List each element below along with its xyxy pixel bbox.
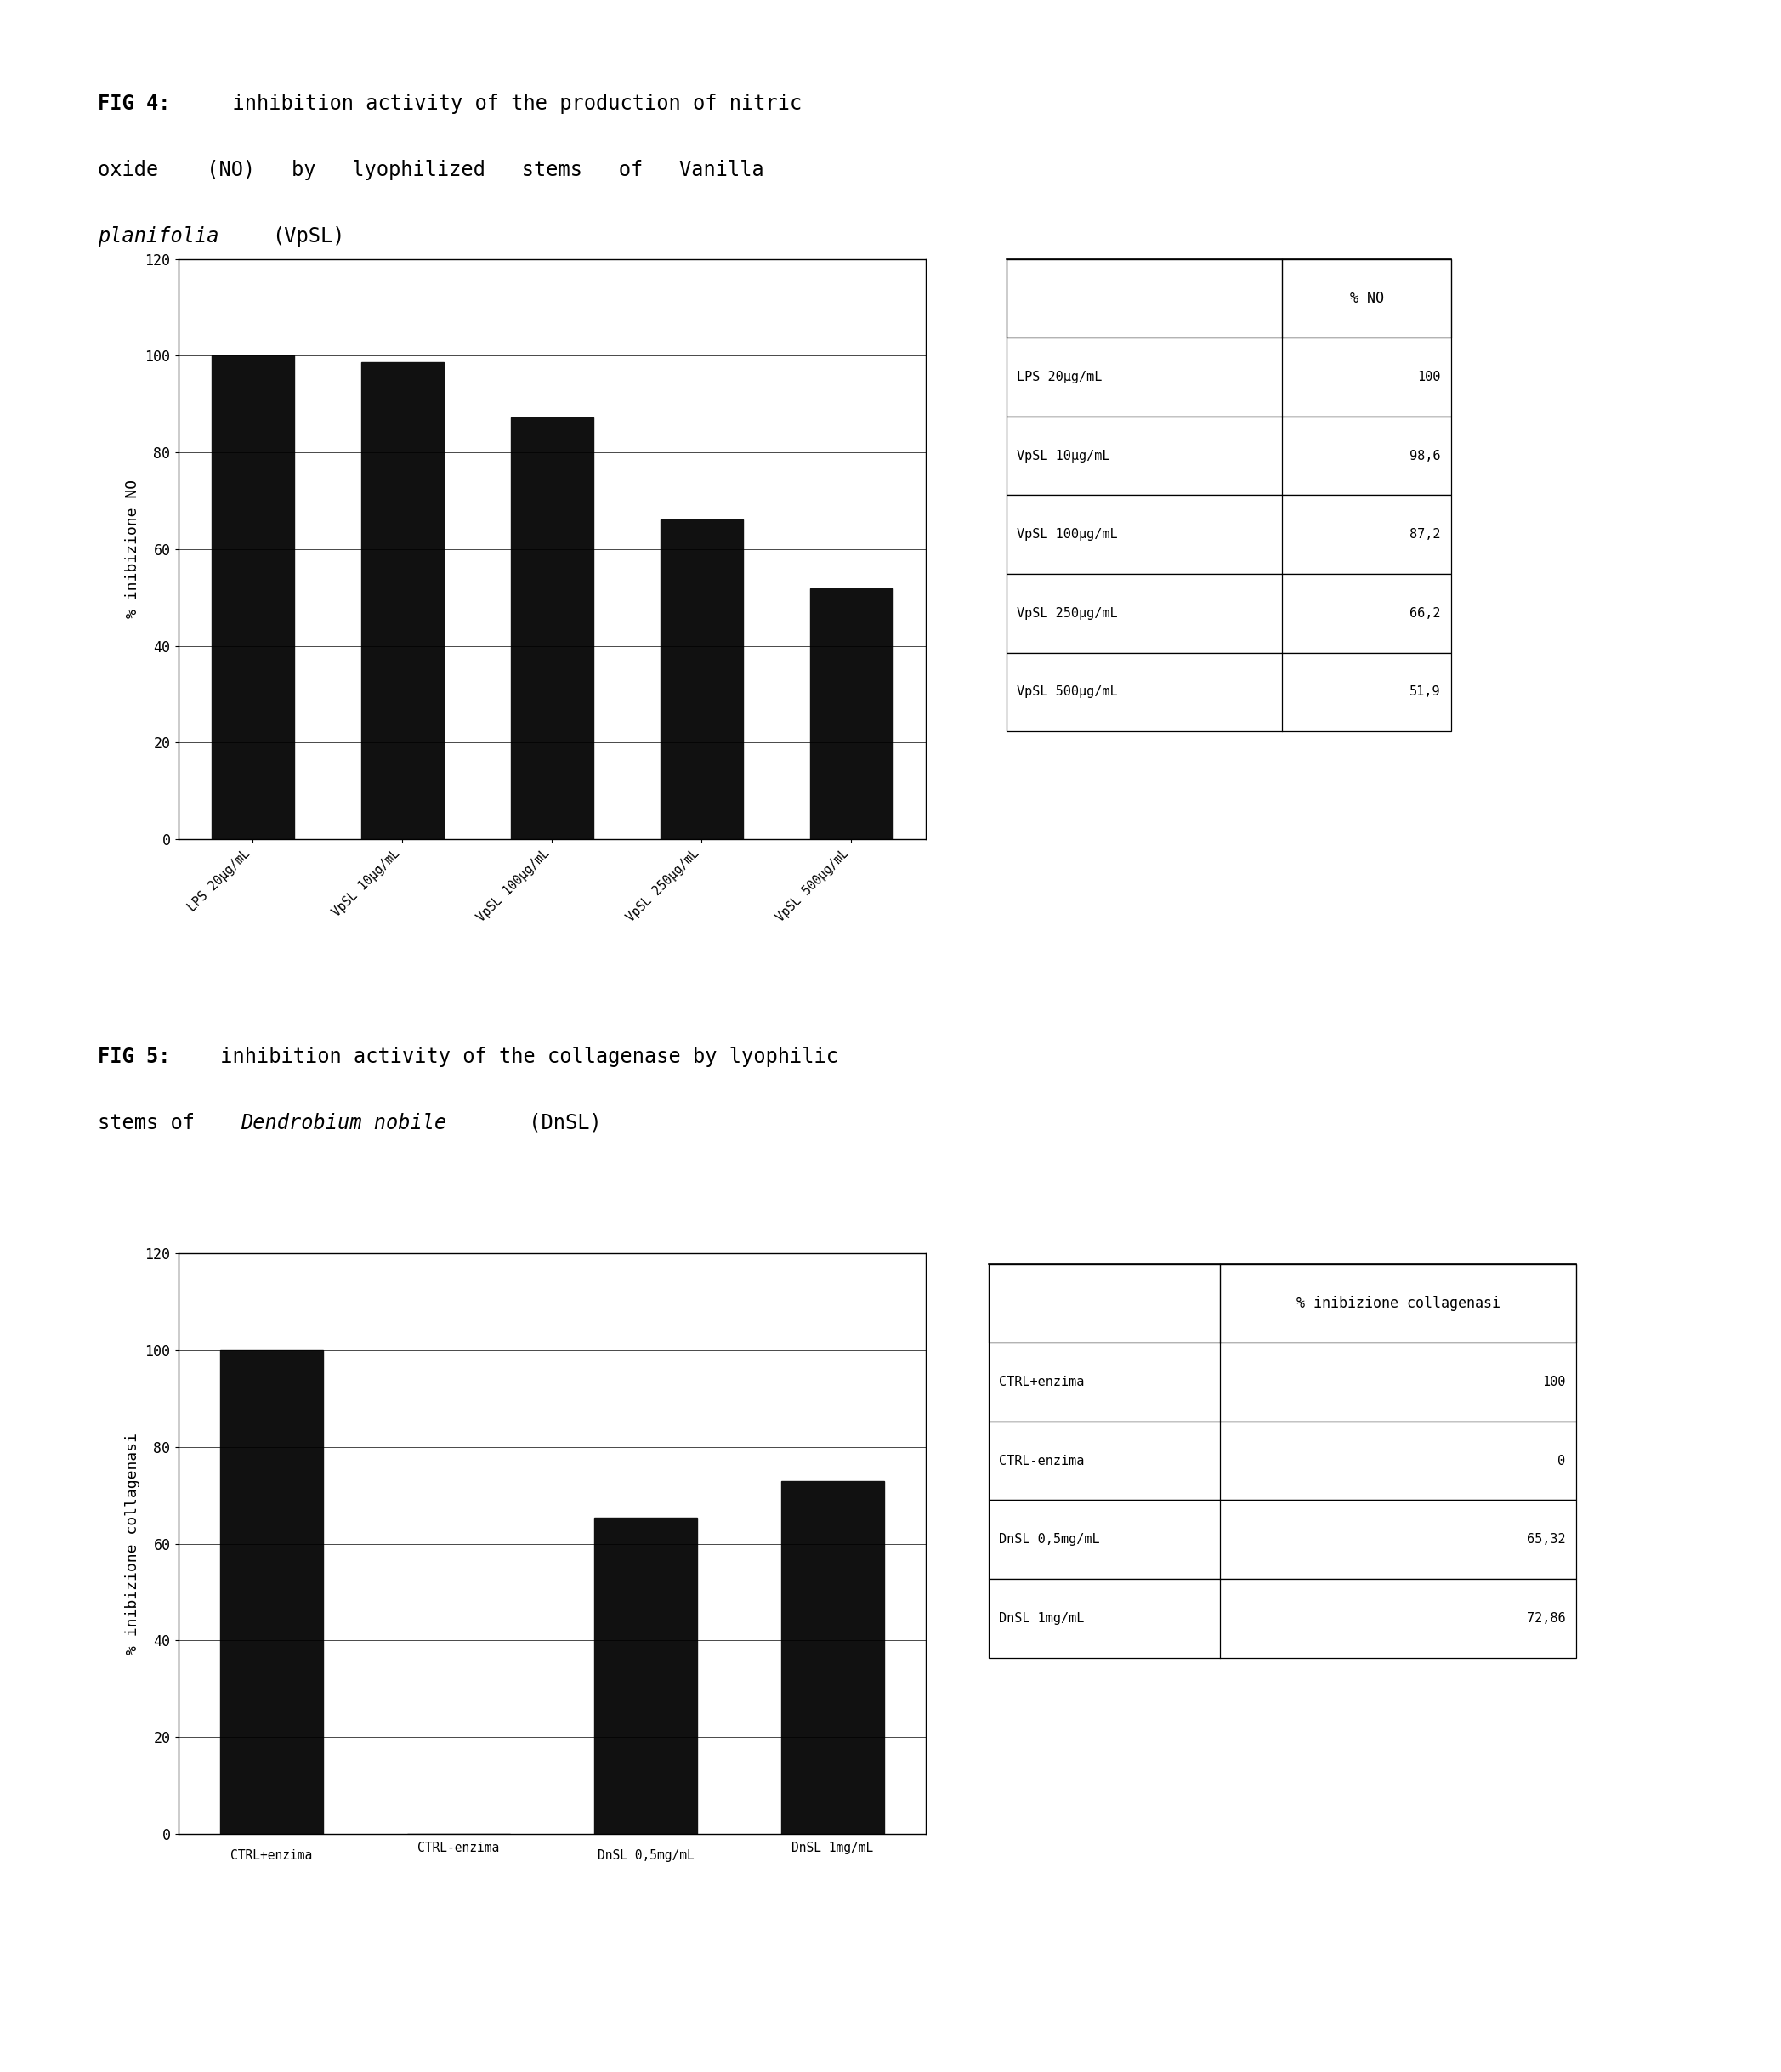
Text: DnSL 0,5mg/mL: DnSL 0,5mg/mL — [597, 1848, 695, 1863]
Text: 65,32: 65,32 — [1526, 1533, 1565, 1546]
Text: 87,2: 87,2 — [1411, 528, 1441, 541]
Text: FIG 5:: FIG 5: — [98, 1046, 171, 1067]
Text: Dendrobium nobile: Dendrobium nobile — [240, 1113, 447, 1133]
Text: % inibizione collagenasi: % inibizione collagenasi — [1297, 1295, 1500, 1312]
Text: 51,9: 51,9 — [1411, 686, 1441, 698]
Text: CTRL-enzima: CTRL-enzima — [419, 1842, 499, 1854]
Text: 100: 100 — [1542, 1376, 1565, 1388]
Text: FIG 4:: FIG 4: — [98, 93, 171, 114]
Text: 100: 100 — [1418, 371, 1441, 383]
Bar — [511, 419, 593, 839]
Text: inhibition activity of the collagenase by lyophilic: inhibition activity of the collagenase b… — [208, 1046, 839, 1067]
Bar — [810, 588, 892, 839]
Text: inhibition activity of the production of nitric: inhibition activity of the production of… — [208, 93, 801, 114]
Bar — [595, 1519, 696, 1834]
Text: VpSL 100μg/mL: VpSL 100μg/mL — [1017, 528, 1118, 541]
Text: DnSL 1mg/mL: DnSL 1mg/mL — [793, 1842, 873, 1854]
Text: 0: 0 — [1558, 1455, 1565, 1467]
Text: DnSL 1mg/mL: DnSL 1mg/mL — [999, 1612, 1085, 1624]
Text: (VpSL): (VpSL) — [272, 226, 346, 247]
Bar — [212, 356, 294, 839]
Text: DnSL 0,5mg/mL: DnSL 0,5mg/mL — [999, 1533, 1101, 1546]
Text: 98,6: 98,6 — [1411, 450, 1441, 462]
Text: CTRL+enzima: CTRL+enzima — [232, 1848, 312, 1863]
Text: VpSL 250μg/mL: VpSL 250μg/mL — [1017, 607, 1118, 620]
Text: stems of: stems of — [98, 1113, 207, 1133]
Text: % NO: % NO — [1350, 290, 1384, 307]
Text: oxide    (NO)   by   lyophilized   stems   of   Vanilla: oxide (NO) by lyophilized stems of Vanil… — [98, 160, 764, 180]
Text: CTRL+enzima: CTRL+enzima — [999, 1376, 1085, 1388]
Bar — [782, 1481, 883, 1834]
Text: CTRL-enzima: CTRL-enzima — [999, 1455, 1085, 1467]
Text: 72,86: 72,86 — [1526, 1612, 1565, 1624]
Bar — [661, 520, 743, 839]
Text: LPS 20μg/mL: LPS 20μg/mL — [1017, 371, 1102, 383]
Text: (DnSL): (DnSL) — [516, 1113, 602, 1133]
Text: VpSL 500μg/mL: VpSL 500μg/mL — [1017, 686, 1118, 698]
Text: planifolia: planifolia — [98, 226, 219, 247]
Text: 66,2: 66,2 — [1411, 607, 1441, 620]
Y-axis label: % inibizione collagenasi: % inibizione collagenasi — [125, 1432, 141, 1656]
Bar — [221, 1351, 322, 1834]
Text: VpSL 10μg/mL: VpSL 10μg/mL — [1017, 450, 1110, 462]
Y-axis label: % inibizione NO: % inibizione NO — [125, 481, 141, 617]
Bar — [362, 363, 443, 839]
